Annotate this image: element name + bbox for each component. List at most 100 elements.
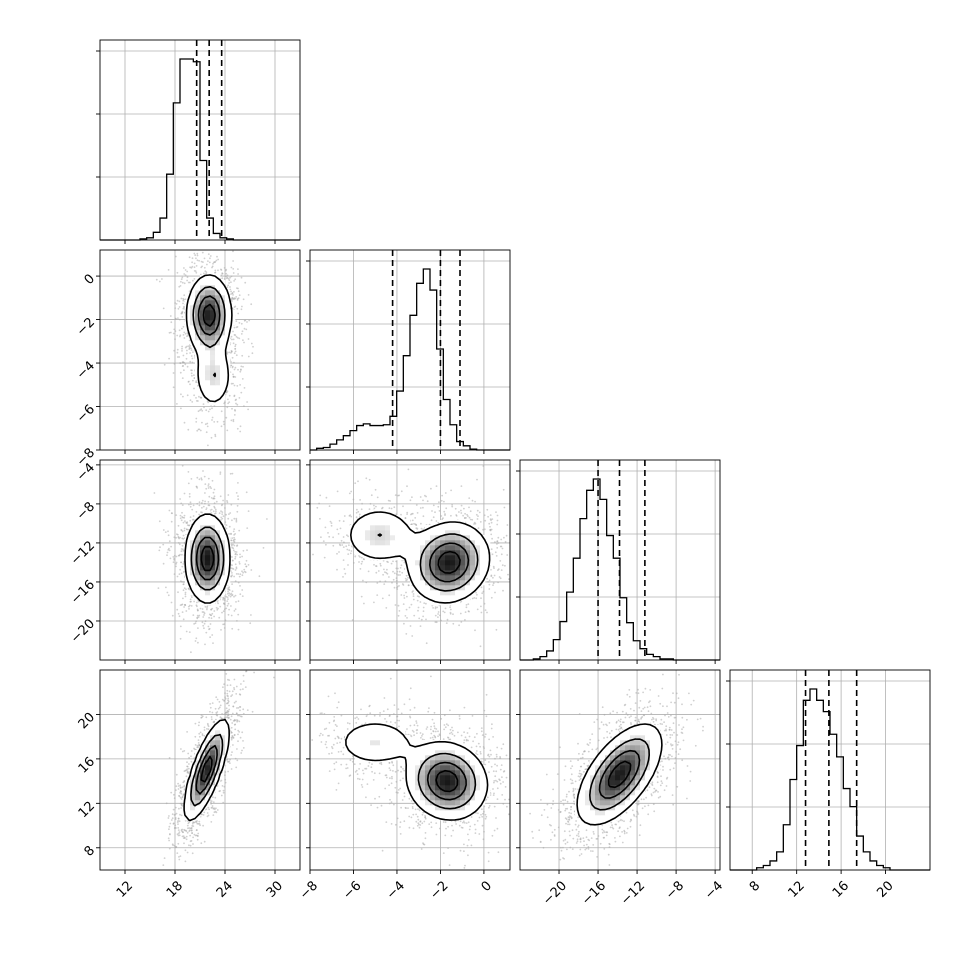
sample-point [230, 539, 233, 542]
sample-point [201, 251, 204, 254]
sample-point [392, 560, 394, 563]
sample-point [223, 267, 226, 269]
sample-point [440, 619, 442, 622]
density-cell-blank [365, 545, 371, 551]
sample-point [186, 279, 189, 282]
density-cell-blank [475, 580, 481, 586]
density-cell-blank [450, 595, 456, 601]
sample-point [430, 487, 432, 490]
density-cell-blank [390, 540, 396, 546]
sample-point [243, 568, 246, 571]
sample-point [181, 511, 183, 514]
sample-point [455, 514, 458, 516]
sample-point [462, 514, 464, 517]
sample-point [174, 307, 177, 309]
sample-point [231, 407, 233, 410]
density-cell-blank [420, 585, 426, 591]
sample-point [385, 607, 388, 609]
sample-point [234, 348, 237, 350]
sample-point [226, 390, 229, 393]
density-cell-blank [200, 370, 206, 376]
sample-point [240, 322, 243, 325]
sample-point [212, 510, 215, 513]
sample-point [480, 586, 483, 589]
sample-point [178, 356, 181, 358]
sample-point [342, 536, 345, 538]
density-cell-blank [195, 590, 201, 596]
sample-point [234, 538, 236, 541]
sample-point [446, 618, 449, 621]
sample-point [379, 580, 381, 583]
sample-point [337, 533, 340, 535]
density-cell-blank [220, 380, 226, 386]
density-cell-blank [190, 295, 196, 301]
sample-point [464, 512, 466, 515]
sample-point [183, 282, 186, 285]
density-cell-blank [220, 360, 226, 366]
sample-point [422, 499, 424, 502]
sample-point [188, 493, 191, 495]
density-cell [445, 545, 451, 551]
sample-point [236, 427, 239, 430]
sample-point [192, 279, 194, 282]
density-cell-blank [215, 390, 221, 396]
sample-point [204, 605, 207, 608]
density-cell-blank [410, 545, 416, 551]
sample-point [458, 624, 460, 627]
density-cell-blank [370, 550, 376, 556]
sample-point [182, 521, 185, 524]
sample-point [403, 597, 406, 599]
density-cell-blank [220, 375, 226, 381]
sample-point [247, 294, 250, 296]
sample-point [177, 317, 179, 320]
sample-point [186, 349, 188, 352]
density-cell-blank [445, 525, 451, 531]
sample-point [199, 429, 202, 432]
density-cell-blank [395, 540, 401, 546]
sample-point [240, 333, 243, 335]
density-cell-blank [200, 590, 206, 596]
sample-point [183, 267, 185, 269]
sample-point [179, 362, 182, 365]
sample-point [188, 348, 191, 350]
sample-point [342, 520, 345, 523]
sample-point [492, 565, 495, 568]
sample-point [183, 514, 186, 517]
sample-point [226, 429, 229, 432]
sample-point [231, 356, 234, 359]
density-cell-blank [470, 530, 476, 536]
sample-point [211, 416, 214, 419]
sample-point [416, 527, 419, 530]
density-cell [370, 540, 376, 546]
sample-point [320, 536, 322, 539]
sample-point [188, 608, 190, 610]
density-cell-blank [395, 520, 401, 526]
sample-point [476, 509, 479, 512]
sample-point [179, 568, 182, 571]
sample-point [191, 374, 193, 377]
density-cell-blank [400, 540, 406, 546]
sample-point [212, 491, 215, 494]
sample-point [232, 294, 234, 296]
sample-point [454, 507, 457, 510]
density-cell-blank [200, 375, 206, 381]
sample-point [376, 594, 379, 596]
sample-point [193, 377, 196, 379]
sample-point [394, 494, 397, 496]
sample-point [226, 351, 229, 354]
sample-point [229, 288, 232, 291]
sample-point [189, 598, 192, 601]
sample-point [183, 361, 186, 364]
sample-point [197, 641, 199, 644]
density-cell [370, 525, 376, 531]
sample-point [173, 328, 176, 331]
sample-point [239, 430, 242, 433]
sample-point [182, 563, 185, 565]
sample-point [476, 478, 478, 481]
sample-point [233, 544, 236, 547]
sample-point [227, 587, 230, 590]
sample-point [183, 516, 186, 519]
sample-point [219, 605, 222, 608]
sample-point [195, 397, 197, 399]
sample-point [200, 266, 203, 269]
